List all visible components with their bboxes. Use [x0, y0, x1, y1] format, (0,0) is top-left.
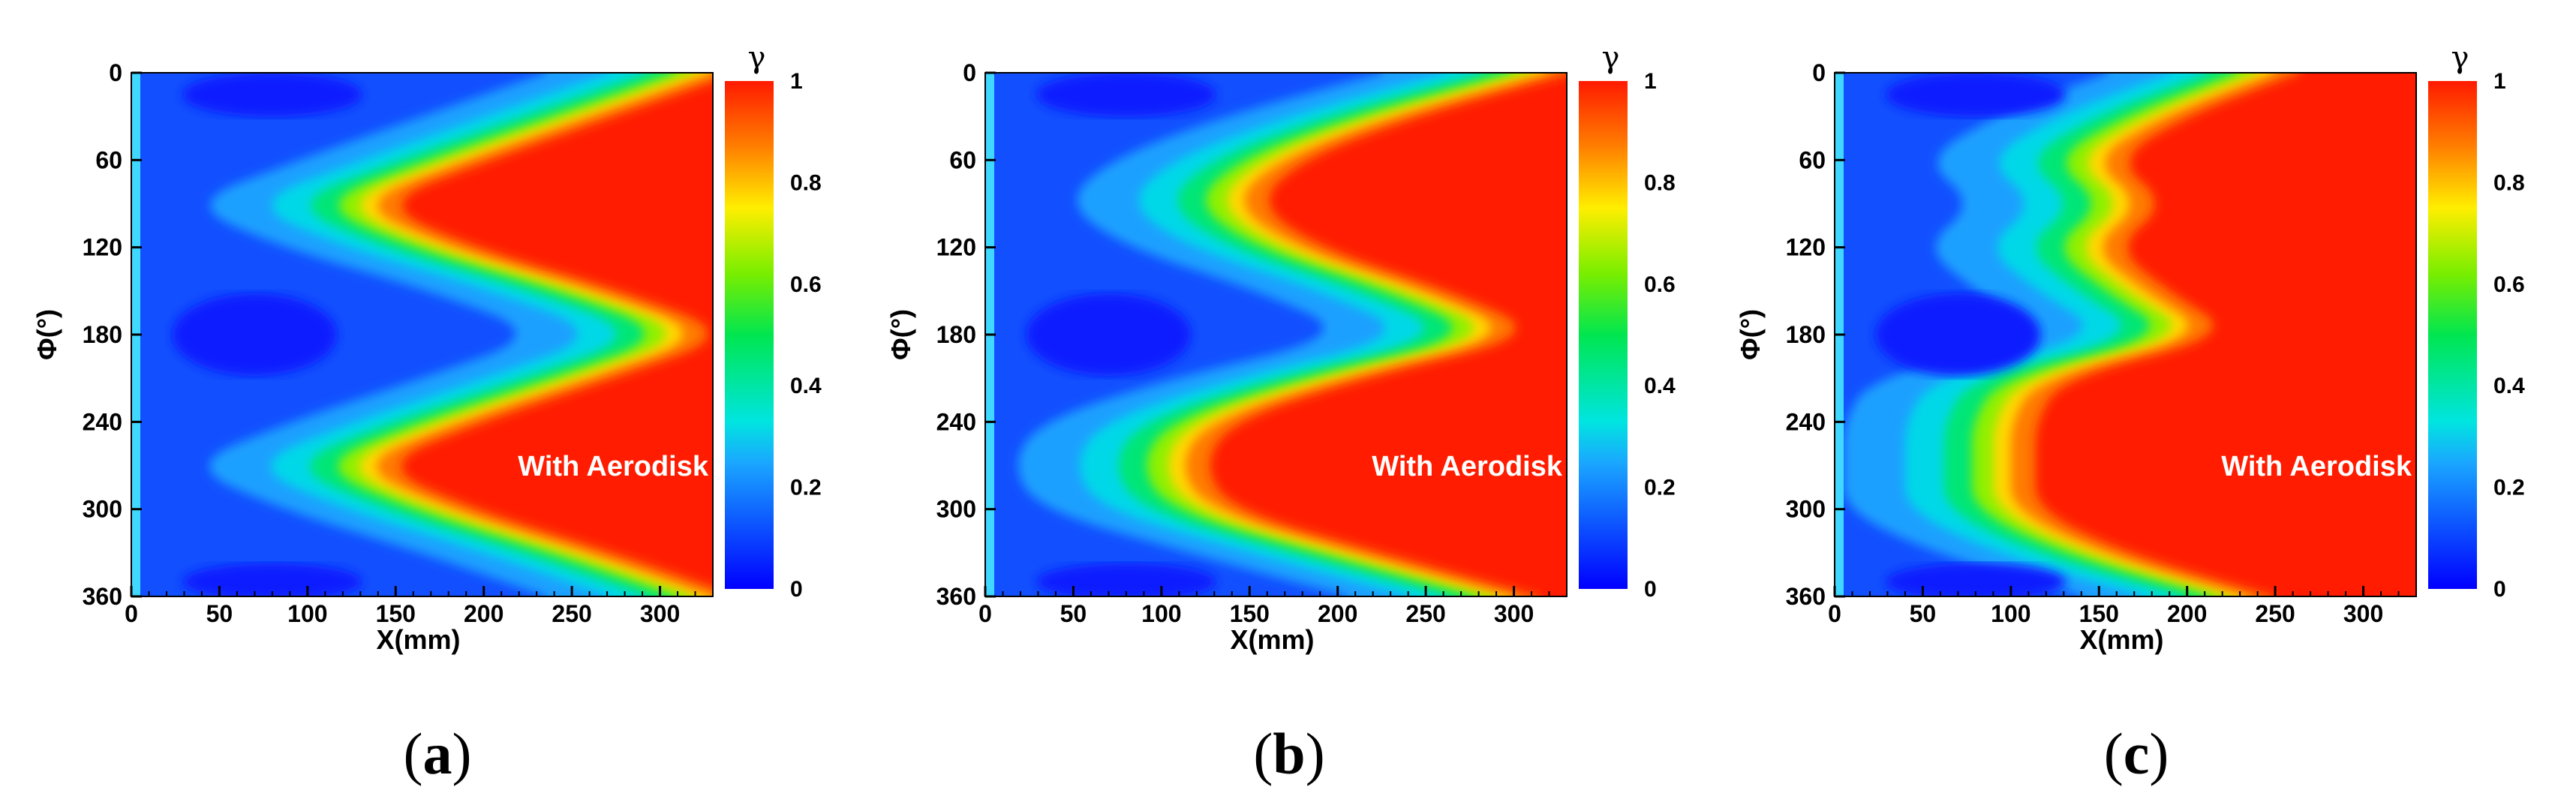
x-tick-label: 0 — [125, 600, 138, 627]
y-tick-label: 60 — [95, 146, 122, 173]
low-core — [182, 563, 362, 596]
y-tick-label: 180 — [936, 321, 976, 348]
y-tick-label: 300 — [83, 496, 122, 523]
colorbar-tick-label: 0.8 — [2493, 170, 2525, 195]
y-tick-label: 360 — [936, 583, 976, 610]
low-core — [1885, 73, 2066, 118]
x-tick-label: 100 — [1141, 600, 1181, 627]
y-tick-label: 360 — [83, 583, 122, 610]
y-tick-label: 180 — [83, 321, 122, 348]
x-axis-label: X(mm) — [376, 624, 460, 655]
y-axis-label: Φ(°) — [32, 309, 62, 360]
x-tick-label: 250 — [1405, 600, 1445, 627]
y-tick-label: 240 — [1786, 408, 1826, 435]
colorbar-tick-label: 0.4 — [790, 374, 822, 398]
colorbar-tick-label: 0 — [2493, 577, 2506, 602]
x-tick-label: 200 — [1318, 600, 1357, 627]
low-core — [182, 73, 362, 118]
colorbar-tick-label: 0.4 — [1644, 374, 1676, 398]
colorbar-tick-label: 0 — [1644, 577, 1657, 602]
colorbar-tick-label: 1 — [1644, 69, 1657, 94]
x-tick-label: 100 — [1991, 600, 2030, 627]
x-tick-label: 150 — [376, 600, 416, 627]
low-core — [172, 293, 338, 376]
contour-field — [1835, 73, 2416, 596]
y-axis-label: Φ(°) — [1735, 309, 1766, 360]
contour-field — [131, 73, 713, 596]
y-tick-label: 0 — [963, 59, 976, 86]
x-axis-label: X(mm) — [2079, 624, 2163, 655]
colorbar-tick-label: 0.6 — [2493, 272, 2525, 297]
annotation-with-aerodisk: With Aerodisk — [518, 451, 709, 482]
low-core — [1875, 293, 2041, 376]
colorbar-tick-label: 1 — [2493, 69, 2506, 94]
colorbar-tick-label: 1 — [790, 69, 803, 94]
colorbar-title: γ — [1602, 41, 1620, 75]
colorbar-tick-label: 0.6 — [790, 272, 822, 297]
panel-label-c: (c) — [2103, 721, 2169, 786]
x-tick-label: 0 — [978, 600, 992, 627]
y-tick-label: 120 — [83, 234, 122, 261]
colorbar-tick-label: 0.8 — [1644, 170, 1676, 195]
y-tick-label: 60 — [1799, 146, 1826, 173]
panel-label-b: (b) — [1253, 721, 1325, 786]
x-tick-label: 50 — [206, 600, 233, 627]
colorbar-title: γ — [2451, 41, 2469, 75]
low-core — [1885, 563, 2066, 596]
colorbar — [725, 81, 774, 589]
x-tick-label: 100 — [287, 600, 327, 627]
low-core — [1026, 293, 1192, 376]
y-tick-label: 180 — [1786, 321, 1826, 348]
contour-band — [401, 81, 713, 588]
x-tick-label: 250 — [552, 600, 591, 627]
low-core — [1036, 563, 1216, 596]
x-tick-label: 150 — [2079, 600, 2119, 627]
colorbar-tick-label: 0 — [790, 577, 803, 602]
x-tick-label: 200 — [2167, 600, 2207, 627]
y-tick-label: 300 — [1786, 496, 1826, 523]
x-tick-label: 250 — [2255, 600, 2295, 627]
colorbar-tick-label: 0.2 — [790, 476, 822, 500]
x-tick-label: 50 — [1910, 600, 1937, 627]
colorbar — [1579, 81, 1628, 589]
x-axis-label: X(mm) — [1230, 624, 1314, 655]
x-tick-label: 300 — [640, 600, 680, 627]
x-tick-label: 50 — [1060, 600, 1087, 627]
colorbar-tick-label: 0.2 — [2493, 476, 2525, 500]
colorbar-title: γ — [748, 41, 766, 75]
annotation-with-aerodisk: With Aerodisk — [1372, 451, 1563, 482]
low-core — [1036, 73, 1216, 118]
x-tick-label: 300 — [1494, 600, 1534, 627]
y-tick-label: 0 — [1812, 59, 1826, 86]
contour-band — [1210, 74, 1567, 596]
colorbar — [2428, 81, 2477, 589]
x-tick-label: 0 — [1828, 600, 1841, 627]
y-tick-label: 240 — [83, 408, 122, 435]
contour-band — [2035, 73, 2416, 596]
y-tick-label: 120 — [1786, 234, 1826, 261]
x-tick-label: 150 — [1230, 600, 1270, 627]
y-axis-label: Φ(°) — [885, 309, 916, 360]
y-tick-label: 300 — [936, 496, 976, 523]
colorbar-tick-label: 0.8 — [790, 170, 822, 195]
y-tick-label: 0 — [109, 59, 122, 86]
colorbar-tick-label: 0.4 — [2493, 374, 2525, 398]
y-tick-label: 360 — [1786, 583, 1826, 610]
colorbar-tick-label: 0.6 — [1644, 272, 1676, 297]
x-tick-label: 300 — [2343, 600, 2383, 627]
annotation-with-aerodisk: With Aerodisk — [2221, 451, 2412, 482]
panel-label-a: (a) — [403, 721, 472, 786]
y-tick-label: 240 — [936, 408, 976, 435]
y-tick-label: 60 — [949, 146, 976, 173]
colorbar-tick-label: 0.2 — [1644, 476, 1676, 500]
y-tick-label: 120 — [936, 234, 976, 261]
x-tick-label: 200 — [464, 600, 503, 627]
contour-field — [985, 73, 1567, 596]
